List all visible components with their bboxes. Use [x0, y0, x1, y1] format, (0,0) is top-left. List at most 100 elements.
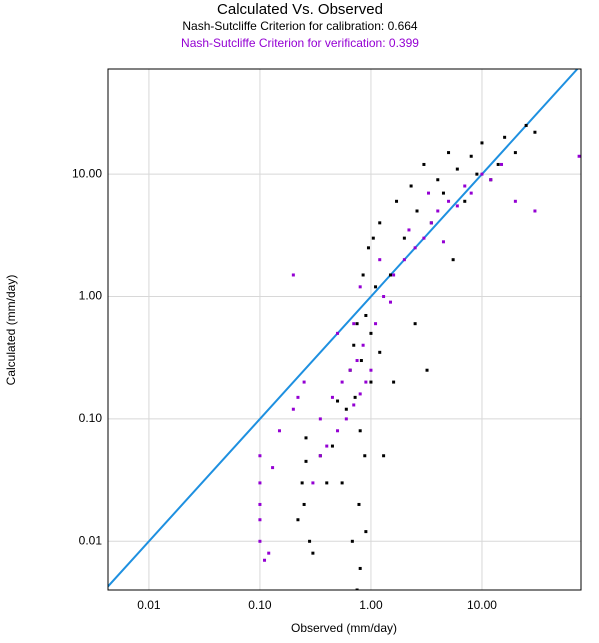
- point: [436, 178, 440, 182]
- point: [533, 130, 537, 134]
- point: [304, 436, 308, 440]
- point: [388, 273, 392, 277]
- point: [503, 135, 507, 139]
- point: [427, 191, 431, 195]
- point: [358, 429, 362, 433]
- point: [357, 502, 361, 506]
- point: [318, 417, 322, 421]
- point: [358, 566, 362, 570]
- point: [263, 558, 267, 562]
- point: [363, 454, 367, 458]
- point: [429, 221, 433, 225]
- point: [382, 454, 386, 458]
- point: [413, 322, 417, 326]
- point: [258, 454, 262, 458]
- x-tick-label: 0.10: [248, 598, 272, 612]
- point: [258, 481, 262, 485]
- point: [407, 228, 411, 232]
- point: [496, 162, 500, 166]
- subtitle: Nash-Sutcliffe Criterion for verificatio…: [181, 36, 419, 50]
- point: [392, 380, 396, 384]
- point: [374, 322, 378, 326]
- point: [258, 539, 262, 543]
- point: [340, 481, 344, 485]
- point: [318, 454, 322, 458]
- point: [382, 295, 386, 299]
- point: [447, 199, 451, 203]
- point: [533, 209, 537, 213]
- point: [350, 539, 354, 543]
- x-axis-label: Observed (mm/day): [291, 621, 397, 635]
- point: [311, 551, 315, 555]
- point: [296, 395, 300, 399]
- point: [344, 417, 348, 421]
- point: [302, 380, 306, 384]
- point: [300, 481, 304, 485]
- point: [325, 481, 329, 485]
- point: [500, 162, 504, 166]
- point: [577, 154, 581, 158]
- point: [371, 236, 375, 240]
- point: [325, 444, 329, 448]
- point: [355, 588, 359, 590]
- point: [524, 123, 528, 127]
- point: [425, 368, 429, 372]
- point: [480, 172, 484, 176]
- point: [455, 204, 459, 208]
- x-tick-label: 1.00: [359, 598, 383, 612]
- point: [441, 191, 445, 195]
- point: [413, 246, 417, 250]
- point: [302, 502, 306, 506]
- point: [364, 313, 368, 317]
- point: [402, 236, 406, 240]
- point: [463, 199, 467, 203]
- point: [340, 380, 344, 384]
- point: [395, 199, 399, 203]
- point: [392, 273, 396, 277]
- point: [475, 172, 479, 176]
- point: [364, 530, 368, 534]
- point: [513, 199, 517, 203]
- point: [463, 184, 467, 188]
- point: [358, 392, 362, 396]
- point: [291, 273, 295, 277]
- point: [361, 273, 365, 277]
- point: [352, 403, 356, 407]
- point: [366, 246, 370, 250]
- x-tick-label: 0.01: [137, 598, 161, 612]
- point: [336, 331, 340, 335]
- y-tick-label: 10.00: [72, 166, 102, 180]
- point: [304, 459, 308, 463]
- point: [378, 350, 382, 354]
- point: [480, 141, 484, 145]
- point: [344, 407, 348, 411]
- point: [271, 466, 275, 470]
- point: [352, 322, 356, 326]
- point: [355, 322, 359, 326]
- point: [267, 551, 271, 555]
- point: [441, 240, 445, 244]
- point: [291, 407, 295, 411]
- point: [258, 518, 262, 522]
- grid: [108, 69, 581, 590]
- point: [388, 300, 392, 304]
- point: [352, 343, 356, 347]
- point: [374, 285, 378, 289]
- identity-line: [108, 69, 579, 588]
- point: [513, 151, 517, 155]
- y-axis-label: Calculated (mm/day): [4, 275, 18, 386]
- subtitle: Nash-Sutcliffe Criterion for calibration…: [182, 19, 418, 33]
- point: [361, 343, 365, 347]
- point: [296, 518, 300, 522]
- point: [353, 395, 357, 399]
- point: [336, 429, 340, 433]
- point: [447, 151, 451, 155]
- point: [308, 539, 312, 543]
- point: [489, 178, 493, 182]
- point: [369, 368, 373, 372]
- point: [469, 191, 473, 195]
- point: [378, 258, 382, 262]
- plot-area: [108, 69, 581, 590]
- point: [330, 444, 334, 448]
- point: [378, 221, 382, 225]
